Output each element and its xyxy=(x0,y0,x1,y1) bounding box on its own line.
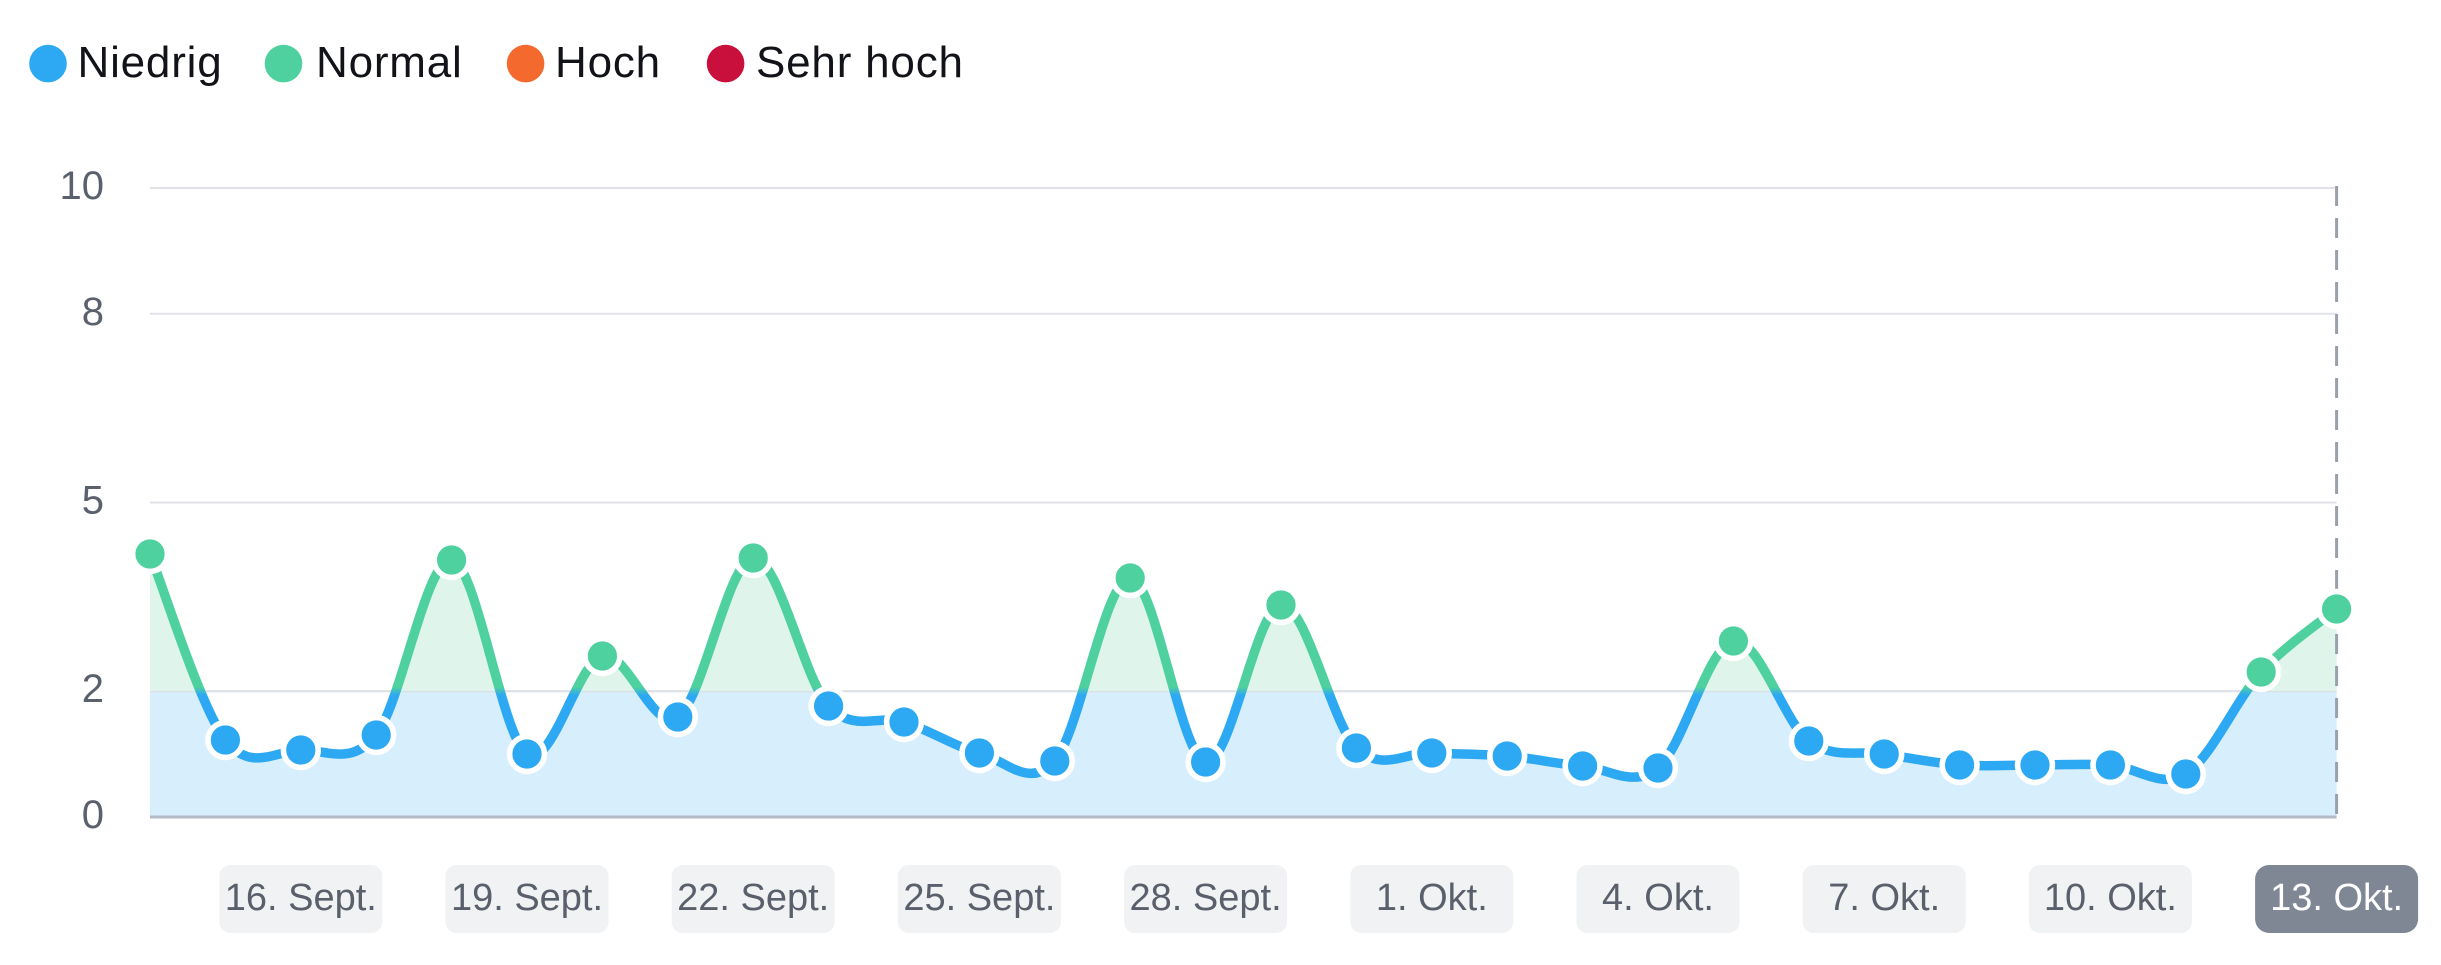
svg-text:Hoch: Hoch xyxy=(555,38,661,87)
svg-text:5: 5 xyxy=(82,479,104,523)
svg-text:Sehr hoch: Sehr hoch xyxy=(756,38,964,87)
svg-text:Niedrig: Niedrig xyxy=(78,38,223,87)
svg-text:7. Okt.: 7. Okt. xyxy=(1828,877,1940,919)
svg-text:16. Sept.: 16. Sept. xyxy=(225,877,377,919)
svg-text:25. Sept.: 25. Sept. xyxy=(903,877,1055,919)
svg-text:10. Okt.: 10. Okt. xyxy=(2044,877,2177,919)
svg-text:0: 0 xyxy=(82,793,104,837)
svg-text:8: 8 xyxy=(82,290,104,334)
svg-text:19. Sept.: 19. Sept. xyxy=(451,877,603,919)
svg-text:2: 2 xyxy=(82,667,104,711)
svg-text:13. Okt.: 13. Okt. xyxy=(2270,877,2403,919)
svg-text:10: 10 xyxy=(60,164,105,208)
svg-text:28. Sept.: 28. Sept. xyxy=(1130,877,1282,919)
svg-text:22. Sept.: 22. Sept. xyxy=(677,877,829,919)
svg-text:4. Okt.: 4. Okt. xyxy=(1602,877,1714,919)
svg-text:Normal: Normal xyxy=(316,38,463,87)
svg-text:1. Okt.: 1. Okt. xyxy=(1376,877,1488,919)
